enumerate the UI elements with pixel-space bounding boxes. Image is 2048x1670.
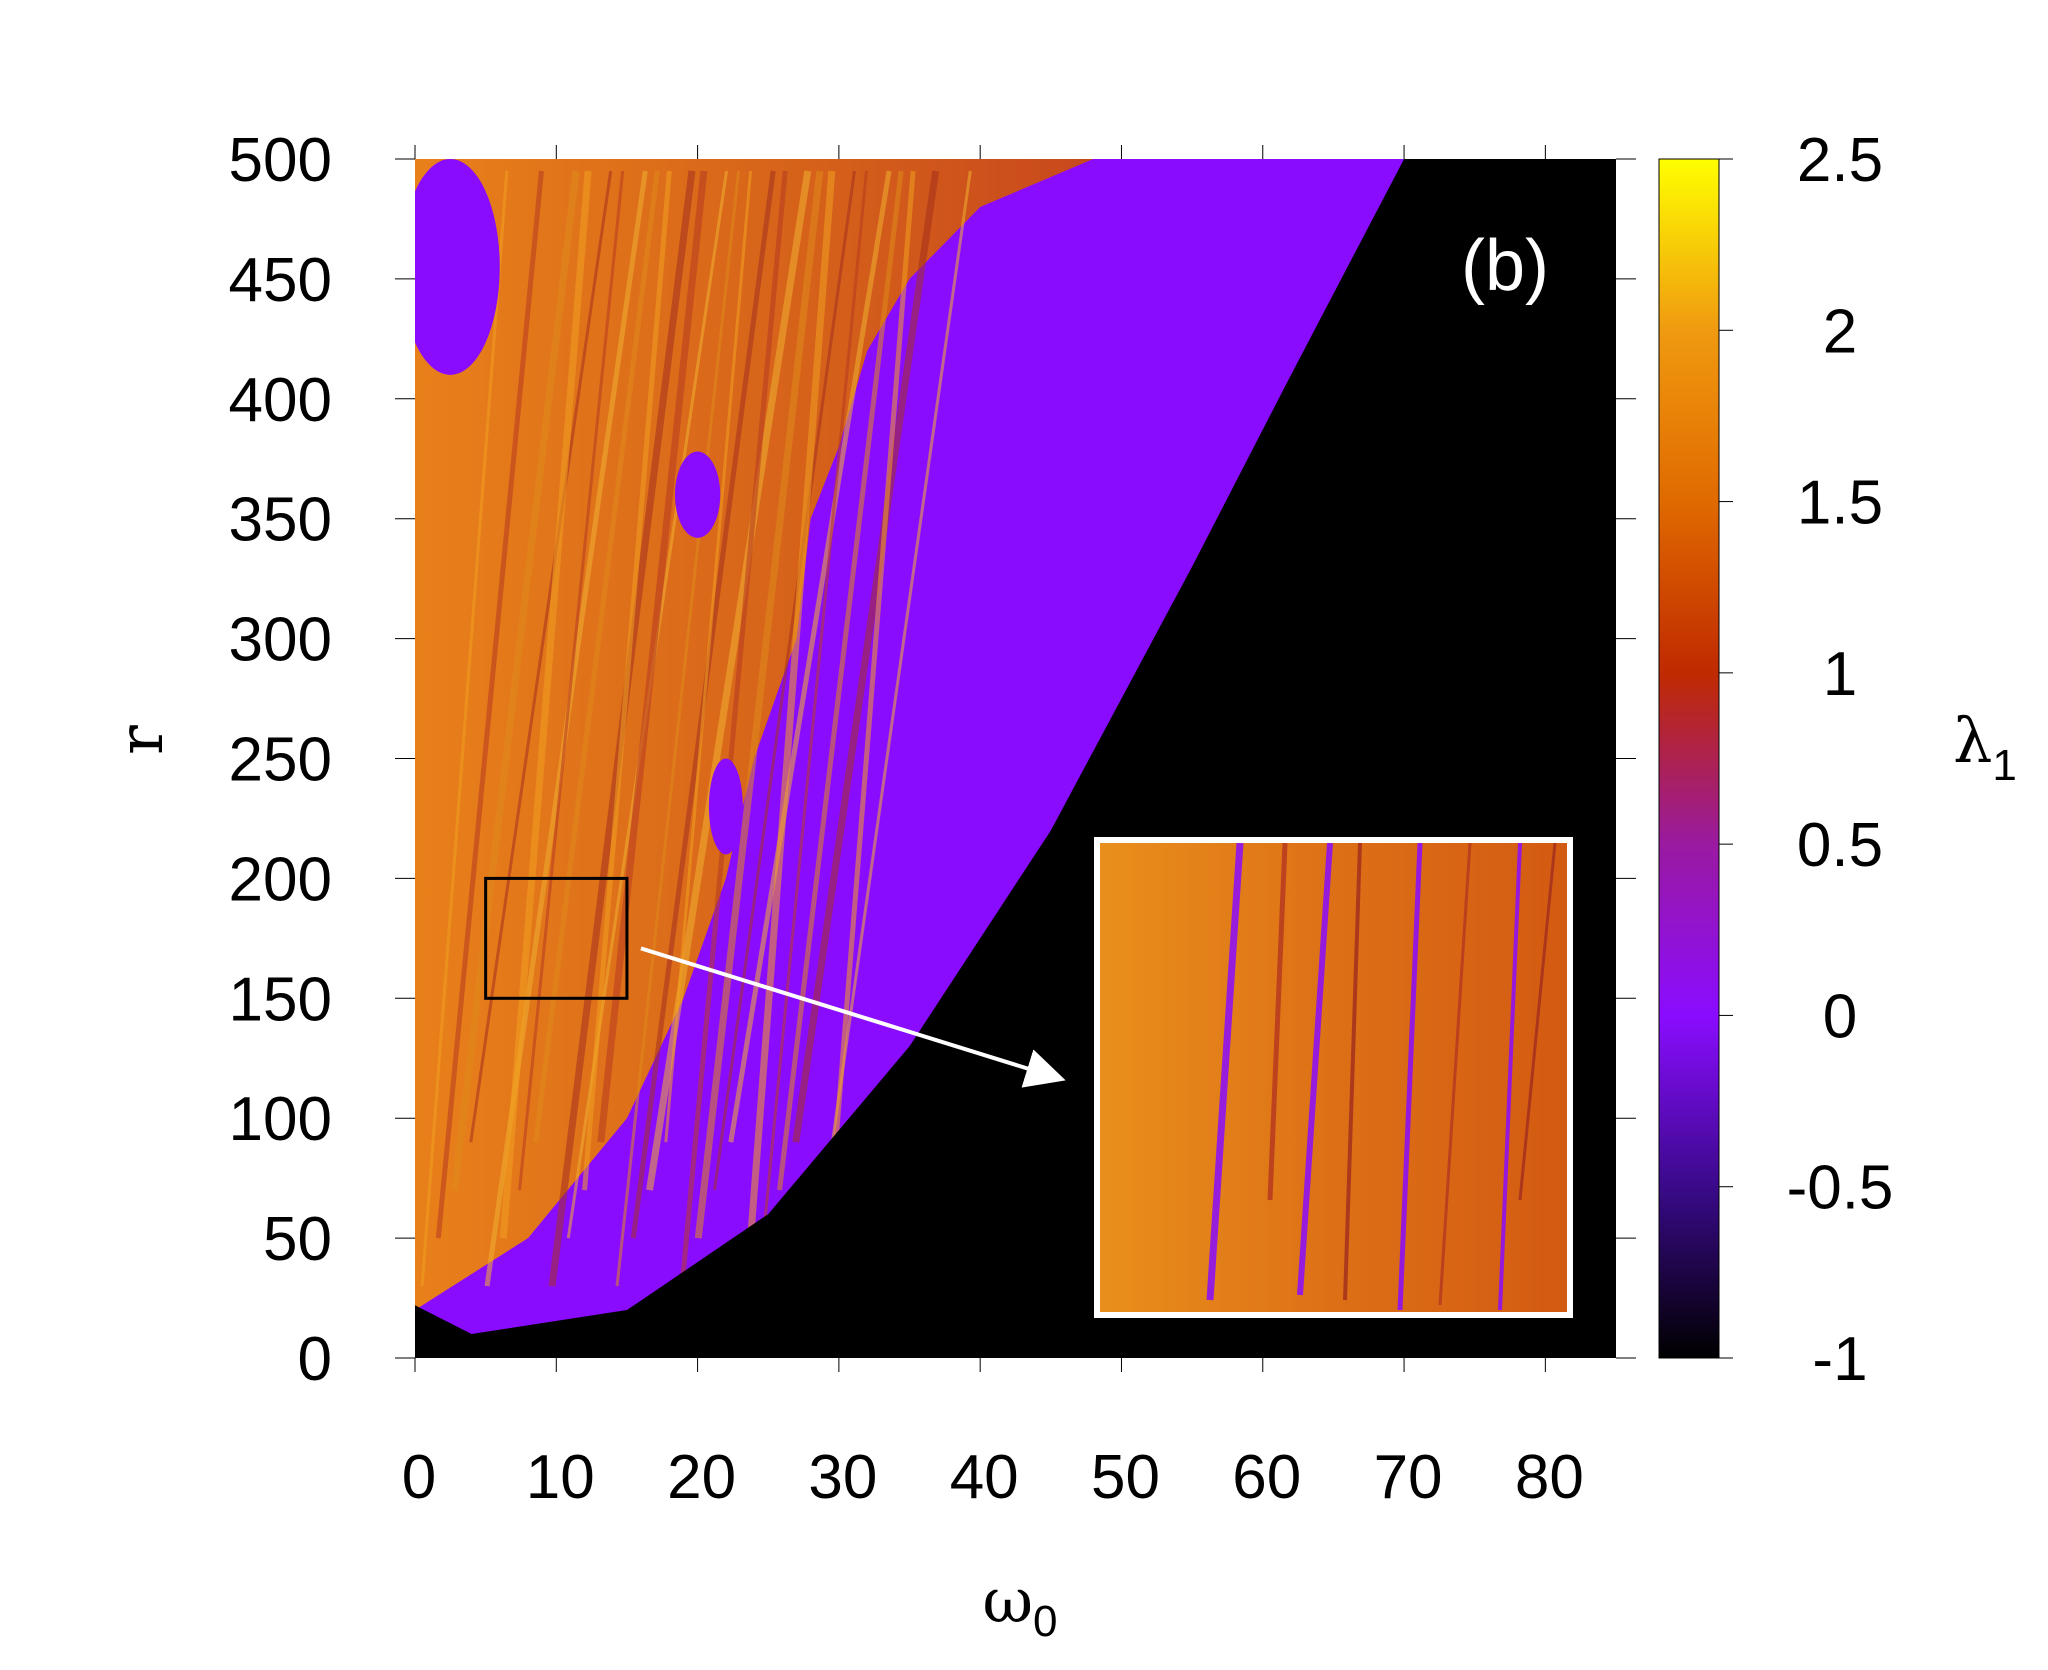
chaos-streak (761, 170, 868, 1239)
colorbar-tick-label: 0.5 (1797, 811, 1883, 880)
x-tick-label: 50 (1091, 1443, 1160, 1512)
chaos-streak (664, 170, 753, 1143)
colorbar-tick-label: 2.5 (1797, 126, 1883, 195)
colorbar-bar (1658, 158, 1720, 1359)
y-tick-label: 450 (229, 246, 332, 315)
y-axis-label: r (104, 725, 177, 755)
x-tick-label: 60 (1232, 1443, 1301, 1512)
inset-streak (1498, 843, 1522, 1311)
colorbar-ticks: -1 -0.5 0 0.5 1 1.5 2 2.5 (1719, 126, 1893, 1394)
x-axis: 0 10 20 30 40 50 60 70 80 (402, 145, 1584, 1512)
y-tick-label: 300 (229, 606, 332, 675)
chaos-streak (533, 170, 660, 1143)
chaos-streak (777, 170, 904, 1191)
inset-image (1100, 843, 1567, 1312)
x-tick-label: 30 (808, 1443, 877, 1512)
inset-streak (1206, 843, 1244, 1301)
y-tick-label: 500 (229, 126, 332, 195)
inset-panel (1094, 837, 1573, 1318)
y-tick-label: 200 (229, 845, 332, 914)
zoom-box (484, 876, 629, 1000)
chaos-streak (420, 170, 509, 1287)
inset-streak (1343, 843, 1362, 1301)
chaos-streak (792, 170, 940, 1143)
inset-streak (1297, 843, 1333, 1296)
zoom-arrow (640, 946, 1066, 1088)
chaos-streak (435, 170, 544, 1239)
chaotic-texture (415, 159, 972, 1287)
colorbar-tick-label: -1 (1812, 1325, 1867, 1394)
x-tick-label: 10 (526, 1443, 595, 1512)
y-tick-label: 100 (229, 1085, 332, 1154)
x-tick-label: 40 (950, 1443, 1019, 1512)
chaos-streak (499, 170, 592, 1239)
x-tick-label: 70 (1374, 1443, 1443, 1512)
inset-streak (1397, 843, 1423, 1311)
periodic-window (708, 758, 743, 855)
y-tick-label: 0 (298, 1325, 332, 1394)
colorbar-tick-label: 1.5 (1797, 469, 1883, 538)
chaos-streak (728, 170, 892, 1143)
y-tick-label: 50 (263, 1205, 332, 1274)
inset-streak (1438, 843, 1472, 1306)
inset-streak (1267, 843, 1288, 1201)
chaos-streak (679, 170, 788, 1287)
y-tick-label: 250 (229, 726, 332, 795)
panel-label: (b) (1461, 226, 1549, 306)
chaos-streak (615, 170, 741, 1287)
chaos-streak (713, 170, 856, 1191)
colorbar-tick-label: 1 (1823, 640, 1857, 709)
x-axis-label: ω0 (982, 1564, 1057, 1646)
chaos-streak (694, 170, 824, 1239)
chaos-streak (743, 170, 836, 1287)
chaos-streak (469, 170, 613, 1143)
y-tick-label: 150 (229, 965, 332, 1034)
inset-streaks (1206, 843, 1557, 1311)
x-tick-label: 0 (402, 1443, 436, 1512)
periodic-window (415, 159, 500, 375)
colorbar: -1 -0.5 0 0.5 1 1.5 2 2.5 (1658, 126, 1893, 1394)
y-tick-label: 350 (229, 486, 332, 555)
x-tick-label: 80 (1515, 1443, 1584, 1512)
y-axis: 0 50 100 150 200 250 300 350 400 450 500 (229, 126, 1636, 1394)
y-tick-label: 400 (229, 366, 332, 435)
colorbar-tick-label: -0.5 (1787, 1154, 1894, 1223)
inset-streak (1518, 843, 1557, 1201)
colorbar-tick-label: 2 (1823, 297, 1857, 366)
chaos-streak (451, 170, 580, 1191)
x-tick-label: 20 (667, 1443, 736, 1512)
chaos-streak (825, 170, 916, 1239)
colorbar-tick-label: 0 (1823, 982, 1857, 1051)
chaos-streak (582, 170, 672, 1191)
colorbar-label: λ1 (1953, 704, 2017, 790)
chaos-streak (597, 170, 708, 1143)
periodic-window (674, 451, 721, 538)
chaos-streak (518, 170, 625, 1191)
